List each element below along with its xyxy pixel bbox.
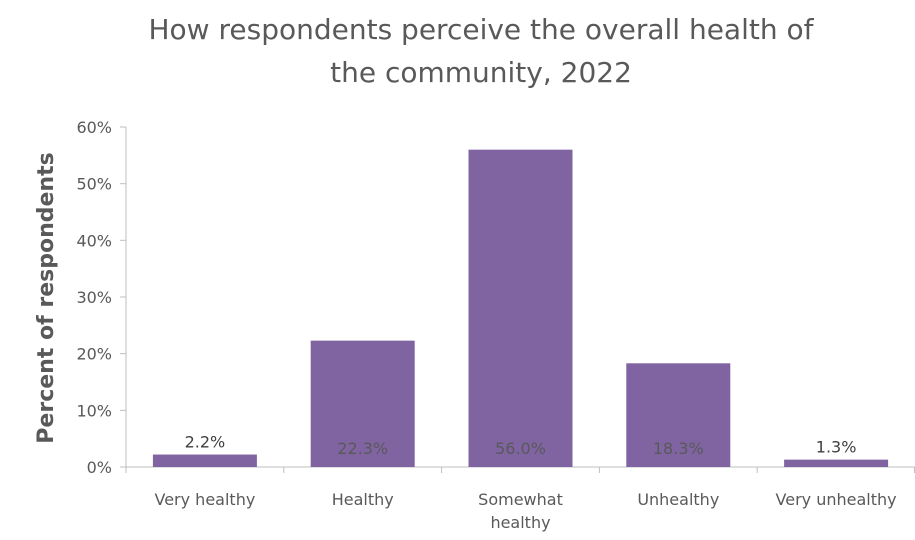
- x-tick-label: Very healthy: [155, 490, 256, 509]
- data-label: 2.2%: [185, 433, 226, 452]
- bar: [784, 459, 889, 467]
- data-labels: 2.2% 22.3% 56.0% 18.3% 1.3%: [185, 433, 857, 458]
- data-label: 56.0%: [495, 439, 546, 458]
- bar: [152, 454, 257, 467]
- data-label: 1.3%: [816, 438, 857, 457]
- chart-title: How respondents perceive the overall hea…: [149, 13, 815, 89]
- data-label: 22.3%: [337, 439, 388, 458]
- y-tick-label: 50%: [76, 175, 112, 194]
- y-tick-label: 40%: [76, 231, 112, 250]
- x-tick-label: Very unhealthy: [776, 490, 897, 509]
- bars: [152, 149, 889, 467]
- x-axis: Very healthy Healthy Somewhat healthy Unheal…: [125, 466, 915, 532]
- y-axis: 0% 10% 20% 30% 40% 50% 60%: [76, 118, 127, 477]
- y-tick-label: 20%: [76, 345, 112, 364]
- bar: [626, 363, 731, 467]
- x-tick-label: Healthy: [332, 490, 394, 509]
- y-tick-label: 60%: [76, 118, 112, 137]
- bar: [310, 340, 415, 467]
- y-tick-label: 0%: [87, 458, 112, 477]
- y-tick-label: 10%: [76, 401, 112, 420]
- y-axis-label: Percent of respondents: [34, 152, 59, 443]
- x-tick-label: Somewhat healthy: [478, 490, 563, 532]
- y-tick-label: 30%: [76, 288, 112, 307]
- chart-title-line: How respondents perceive the overall hea…: [149, 13, 815, 46]
- bar: [468, 149, 573, 467]
- y-axis-label-group: Percent of respondents: [34, 152, 59, 443]
- chart-title-line: the community, 2022: [330, 56, 632, 89]
- data-label: 18.3%: [653, 439, 704, 458]
- x-tick-label: Unhealthy: [637, 490, 719, 509]
